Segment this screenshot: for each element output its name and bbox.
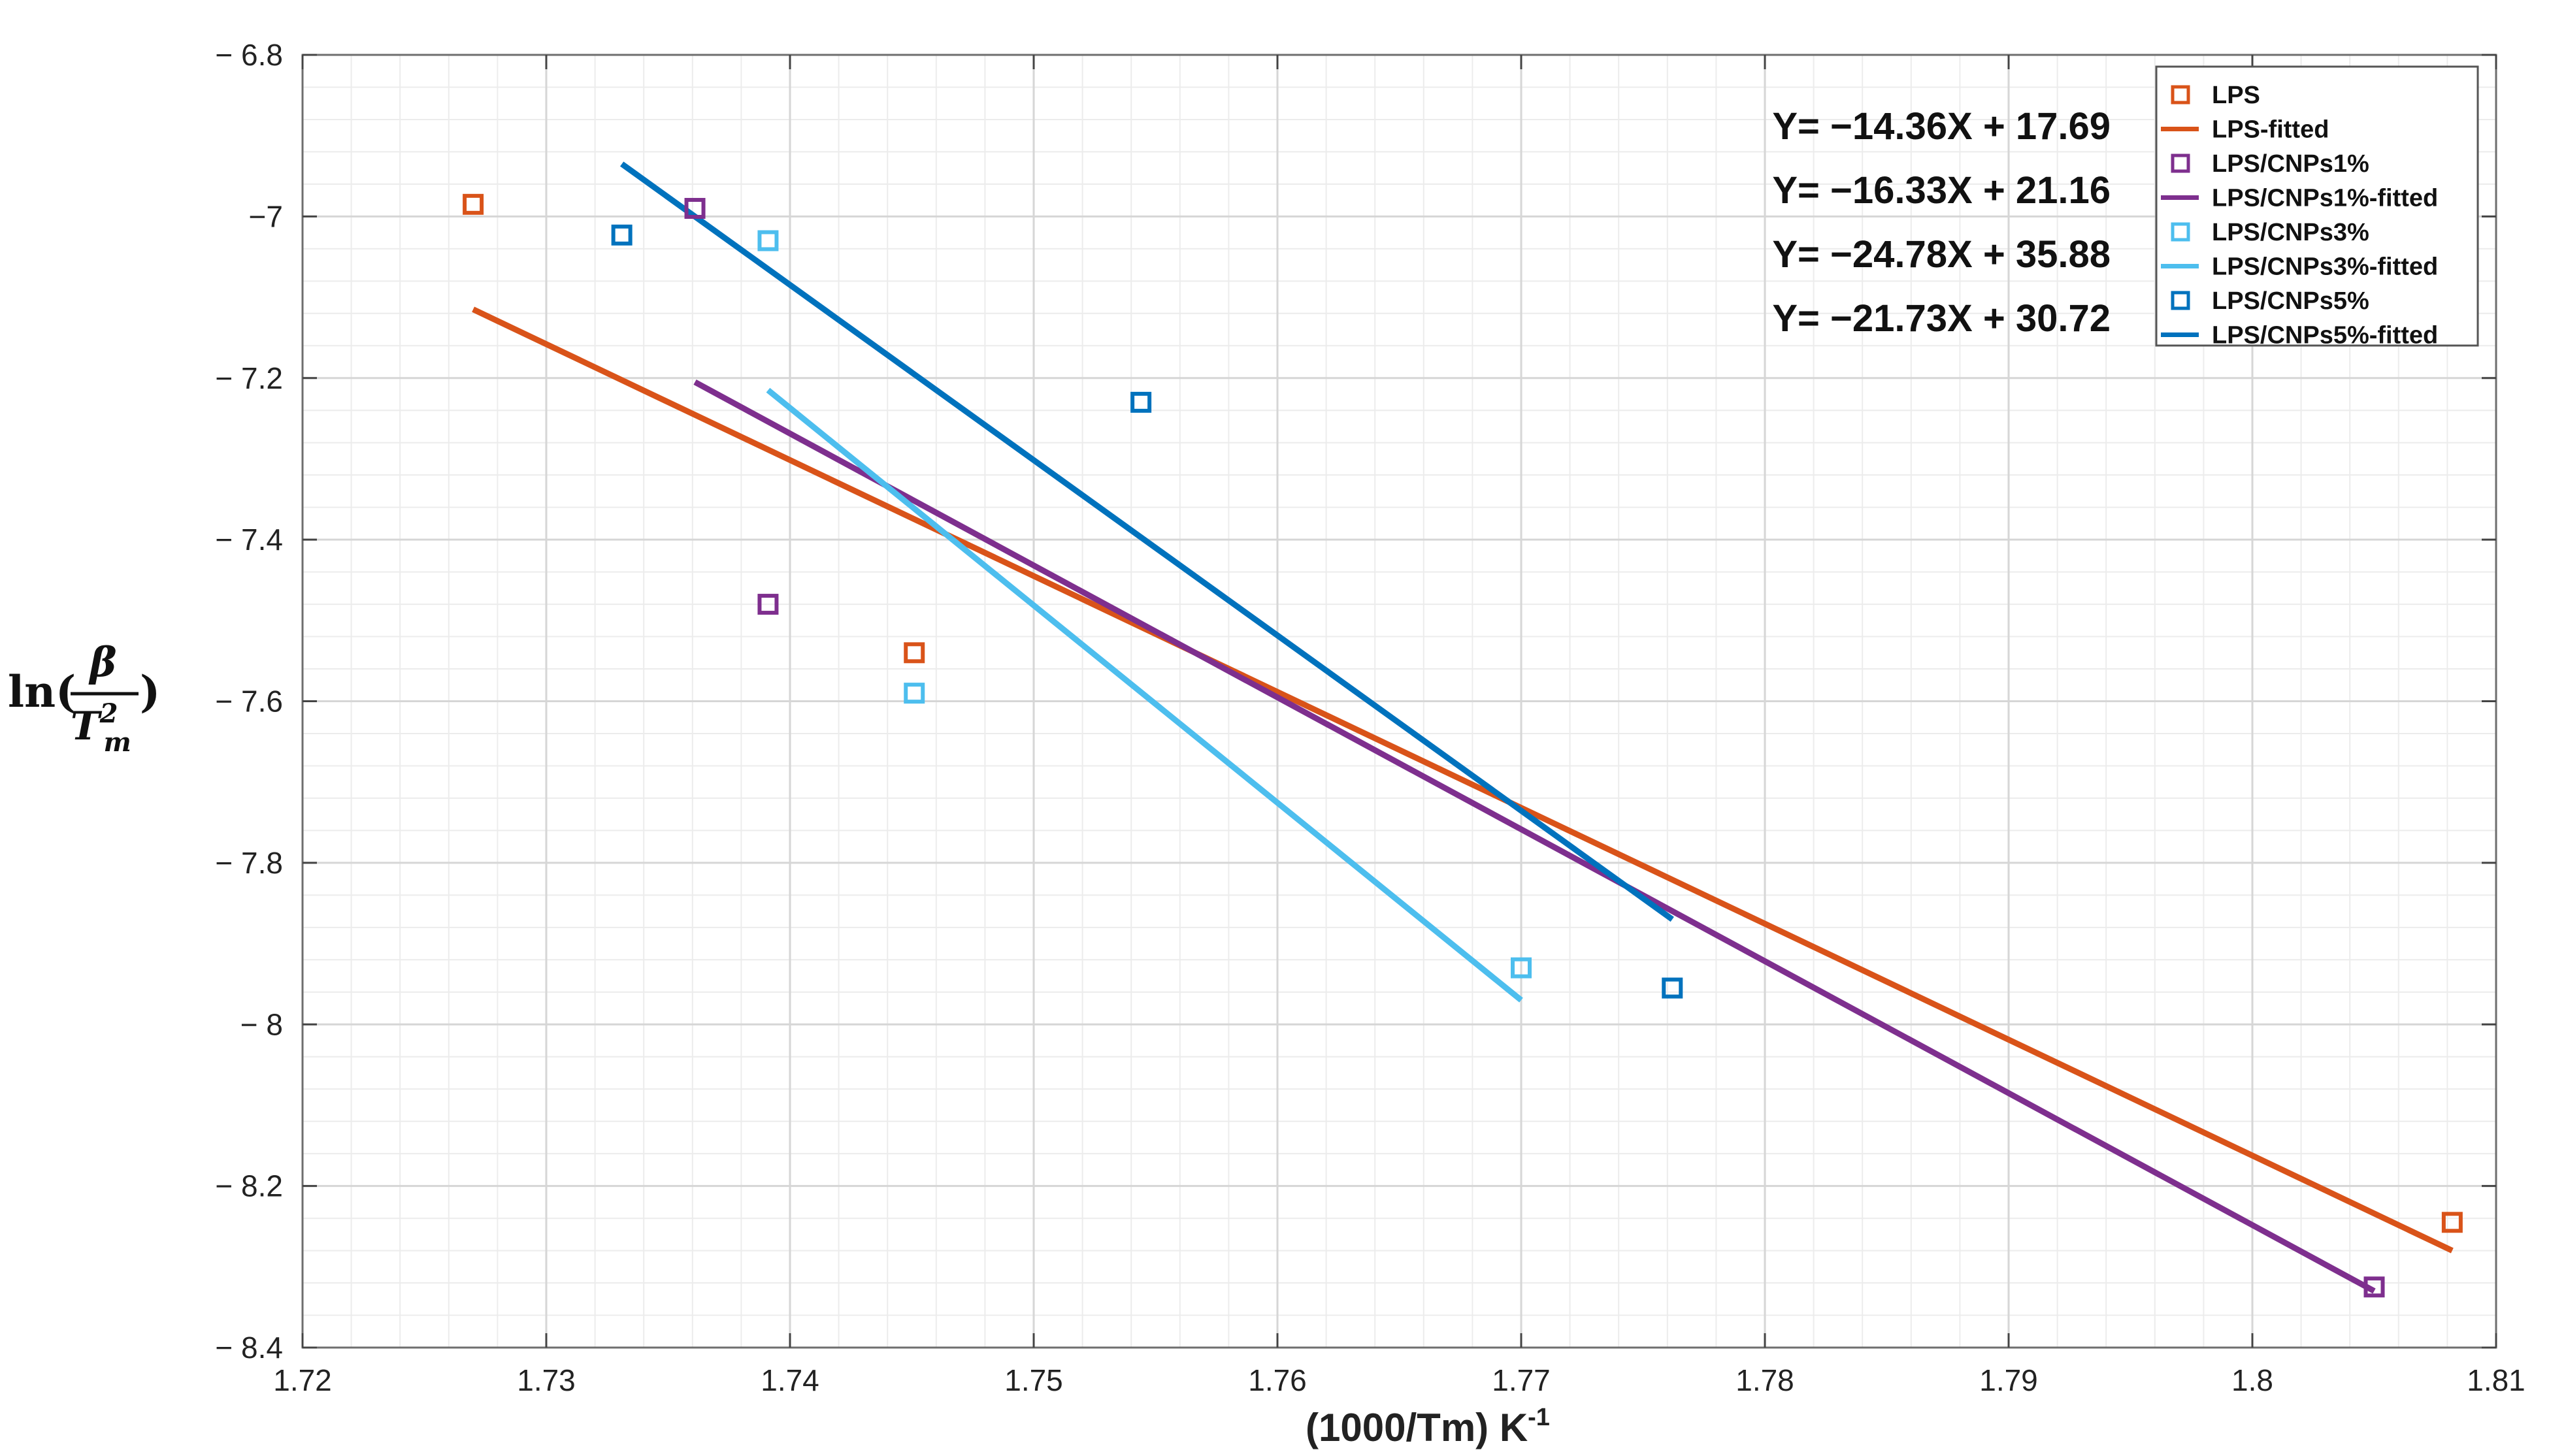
x-tick-label: 1.73 xyxy=(517,1363,576,1397)
y-tick-label: −7 xyxy=(249,199,283,233)
regression-equation: Y= −24.78X + 35.88 xyxy=(1772,233,2111,276)
legend-entry-label: LPS/CNPs5%-fitted xyxy=(2212,322,2438,349)
data-point xyxy=(2441,1212,2463,1233)
data-point xyxy=(2363,1276,2385,1298)
fitted-lines xyxy=(472,161,2454,1294)
data-point xyxy=(1662,977,1683,999)
legend-entry-label: LPS xyxy=(2212,82,2260,109)
legend-entry-label: LPS/CNPs3%-fitted xyxy=(2212,253,2438,281)
x-tick-label: 1.81 xyxy=(2467,1363,2525,1397)
x-tick-label: 1.78 xyxy=(1735,1363,1794,1397)
x-tick-label: 1.72 xyxy=(273,1363,332,1397)
legend-entry-label: LPS/CNPs5% xyxy=(2212,287,2369,315)
y-tick-label: − 7.2 xyxy=(215,361,283,395)
regression-equations: Y= −14.36X + 17.69 Y= −16.33X + 21.16 Y= −… xyxy=(1772,105,2111,340)
y-axis-tick-labels: − 6.8 −7 − 7.2 − 7.4 − 7.6 − 7.8 − 8 − 8.2 − 8.4 xyxy=(215,38,283,1365)
legend-entry-label: LPS/CNPs3% xyxy=(2212,219,2369,246)
legend-entry-label: LPS-fitted xyxy=(2212,116,2329,144)
y-axis-title-denominator-sub: m xyxy=(104,727,131,758)
x-axis-title: (1000/Tm) K-1 xyxy=(1306,1404,1550,1449)
y-axis-title-prefix: ln( xyxy=(8,666,76,717)
regression-equation: Y= −21.73X + 30.72 xyxy=(1772,297,2111,340)
fit-line xyxy=(620,161,1674,922)
fit-line xyxy=(693,379,2376,1294)
x-tick-label: 1.74 xyxy=(761,1363,819,1397)
regression-equation: Y= −14.36X + 17.69 xyxy=(1772,105,2111,148)
data-point xyxy=(684,198,706,219)
y-axis-title-numerator: β xyxy=(88,638,116,686)
legend-marker-icon xyxy=(2171,85,2190,105)
data-markers xyxy=(463,193,2463,1298)
legend-entry-label: LPS/CNPs1%-fitted xyxy=(2212,185,2438,212)
regression-equation: Y= −16.33X + 21.16 xyxy=(1772,169,2111,212)
y-tick-label: − 7.4 xyxy=(215,523,283,557)
y-axis-title-denominator-sup: 2 xyxy=(99,698,118,729)
axis-ticks xyxy=(301,54,2497,1349)
data-point xyxy=(463,193,484,215)
legend-marker-icon xyxy=(2171,222,2190,242)
x-tick-label: 1.79 xyxy=(1979,1363,2038,1397)
x-tick-label: 1.76 xyxy=(1248,1363,1307,1397)
data-point xyxy=(904,683,925,704)
x-tick-label: 1.8 xyxy=(2231,1363,2273,1397)
x-axis-tick-labels: 1.72 1.73 1.74 1.75 1.76 1.77 1.78 1.79 1.8 1.81 xyxy=(273,1363,2525,1397)
y-tick-label: − 6.8 xyxy=(215,38,283,72)
y-axis-title-suffix: ) xyxy=(140,666,160,717)
y-tick-label: − 7.8 xyxy=(215,846,283,880)
y-axis-title: ln( β T2 m ) xyxy=(8,638,160,758)
y-axis-title-denominator: T2 m xyxy=(71,698,131,758)
data-point xyxy=(1130,391,1152,413)
fit-line xyxy=(472,306,2454,1254)
y-tick-label: − 8.4 xyxy=(215,1331,283,1365)
data-point xyxy=(611,224,633,246)
fit-line xyxy=(766,387,1523,1003)
y-axis-title-denominator-base: T xyxy=(71,704,103,749)
x-tick-label: 1.77 xyxy=(1492,1363,1551,1397)
x-axis-title-main: (1000/Tm) K xyxy=(1306,1406,1528,1449)
data-point xyxy=(757,230,779,251)
data-point xyxy=(1511,957,1532,979)
y-tick-label: − 8.2 xyxy=(215,1169,283,1203)
y-tick-label: − 7.6 xyxy=(215,685,283,719)
legend: LPS LPS-fitted LPS/CNPs1% LPS/CNPs1%-fitted… xyxy=(2155,65,2479,349)
x-tick-label: 1.75 xyxy=(1004,1363,1063,1397)
data-point xyxy=(904,642,925,664)
y-tick-label: − 8 xyxy=(240,1007,283,1041)
legend-marker-icon xyxy=(2171,291,2190,310)
legend-entry-label: LPS/CNPs1% xyxy=(2212,150,2369,178)
data-point xyxy=(757,594,779,615)
x-axis-title-superscript: -1 xyxy=(1528,1404,1550,1431)
legend-marker-icon xyxy=(2171,154,2190,173)
legend-box xyxy=(2155,65,2479,347)
